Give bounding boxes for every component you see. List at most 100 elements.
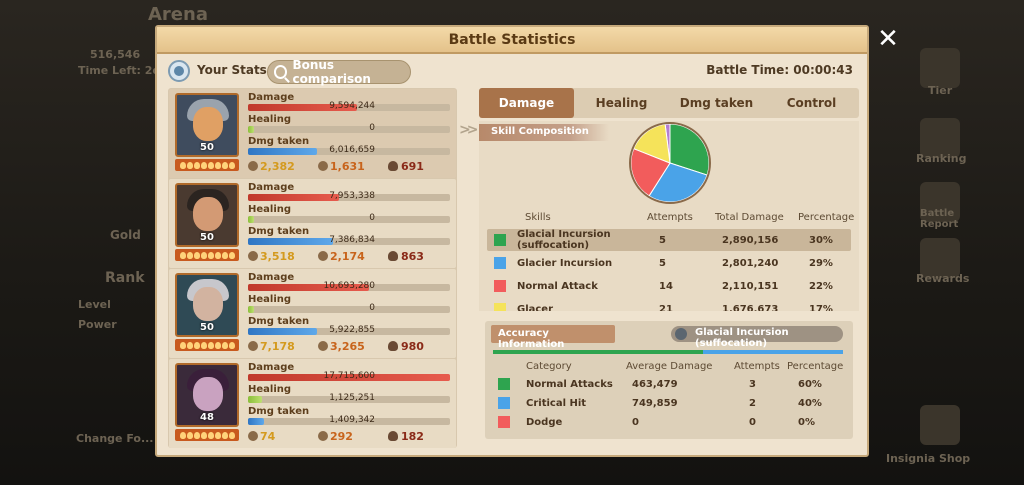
skill-total-damage: 1,676,673	[722, 304, 779, 311]
change-formation-button[interactable]: Change Fo...	[76, 432, 154, 445]
star-icon	[186, 251, 193, 259]
star-icon	[214, 161, 221, 169]
damage-bar-fill	[248, 104, 358, 111]
tab-damage[interactable]: Damage	[479, 88, 574, 118]
hero-portrait[interactable]: 50	[175, 183, 239, 247]
skill-row[interactable]: Glacer 21 1,676,673 17%	[487, 298, 851, 311]
dmg-taken-bar-fill	[248, 238, 333, 245]
category-color-swatch	[498, 416, 510, 428]
damage-stat: Damage 7,953,338	[248, 182, 450, 201]
pie-outline	[629, 122, 711, 204]
accuracy-table-header: Category Average Damage Attempts Percent…	[485, 361, 853, 373]
hero-counts: 74 292 182	[248, 430, 453, 444]
stat-a: 2,382	[248, 160, 295, 173]
hero-star-rank	[175, 249, 239, 261]
skill-composition-label: Skill Composition	[479, 124, 609, 141]
dialog-title-bar: Battle Statistics	[157, 27, 867, 54]
battle-report-icon[interactable]	[920, 182, 960, 222]
healing-label: Healing	[248, 384, 292, 395]
skill-row[interactable]: Normal Attack 14 2,110,151 22%	[487, 275, 851, 297]
skill-total-damage: 2,890,156	[722, 235, 779, 246]
hero-row[interactable]: 50 Damage 10,693,280 Healing 0 Dmg taken…	[169, 269, 456, 358]
hero-portrait[interactable]: 50	[175, 93, 239, 157]
category-attempts: 2	[749, 398, 756, 409]
kills: 863	[388, 250, 424, 263]
tab-healing[interactable]: Healing	[595, 96, 648, 110]
star-icon	[179, 161, 186, 169]
damage-bar: 9,594,244	[248, 101, 450, 111]
damage-bar: 7,953,338	[248, 191, 450, 201]
stat-b: 1,631	[318, 160, 365, 173]
skull-icon	[388, 161, 398, 171]
figure-icon	[248, 341, 258, 351]
hero-stats-list[interactable]: 50 Damage 9,594,244 Healing 0 Dmg taken …	[168, 88, 457, 448]
star-icon	[186, 161, 193, 169]
healing-label: Healing	[248, 204, 292, 215]
your-stats-icon[interactable]	[168, 60, 190, 82]
star-icon	[228, 431, 235, 439]
bonus-comparison-button[interactable]: Bonus comparison	[267, 58, 411, 86]
figure-icon	[318, 161, 328, 171]
ranking-icon[interactable]	[920, 118, 960, 158]
healing-stat: Healing 0	[248, 294, 450, 313]
gold-label: Gold	[110, 228, 141, 242]
hero-row[interactable]: 50 Damage 7,953,338 Healing 0 Dmg taken …	[169, 179, 456, 268]
skill-row[interactable]: Glacial Incursion (suffocation) 5 2,890,…	[487, 229, 851, 251]
accuracy-skill-selector[interactable]: Glacial Incursion (suffocation)	[671, 326, 843, 349]
healing-stat: Healing 0	[248, 114, 450, 133]
healing-bar: 0	[248, 213, 450, 223]
rewards-icon[interactable]	[920, 238, 960, 278]
star-icon	[207, 251, 214, 259]
insignia-shop-icon[interactable]	[920, 405, 960, 445]
skill-name: Glacial Incursion (suffocation)	[517, 229, 611, 251]
hero-portrait[interactable]: 50	[175, 273, 239, 337]
pie-slice	[669, 123, 710, 176]
hero-face	[193, 107, 223, 141]
skill-row[interactable]: Glacier Incursion 5 2,801,240 29%	[487, 252, 851, 274]
skill-name: Normal Attack	[517, 281, 598, 292]
accuracy-row: Normal Attacks 463,479 3 60%	[485, 377, 853, 395]
stat-a: 7,178	[248, 340, 295, 353]
tier-icon[interactable]	[920, 48, 960, 88]
hero-row[interactable]: 50 Damage 9,594,244 Healing 0 Dmg taken …	[169, 89, 456, 178]
power-label: Power	[78, 318, 117, 331]
tab-control[interactable]: Control	[786, 96, 837, 110]
dmg-taken-bar: 6,016,659	[248, 145, 450, 155]
star-icon	[193, 431, 200, 439]
skull-icon	[388, 251, 398, 261]
stat-a: 3,518	[248, 250, 295, 263]
dmg-taken-stat: Dmg taken 7,386,834	[248, 226, 450, 245]
skill-name: Glacier Incursion	[517, 258, 613, 269]
skill-percentage: 30%	[809, 235, 833, 246]
dmg-taken-label: Dmg taken	[248, 136, 310, 147]
healing-bar-fill	[248, 306, 255, 313]
tab-dmg-taken[interactable]: Dmg taken	[679, 96, 754, 110]
category-percentage: 40%	[798, 398, 822, 409]
tier-label: Tier	[928, 84, 953, 97]
dmg-taken-stat: Dmg taken 1,409,342	[248, 406, 450, 425]
hero-row[interactable]: 48 Damage 17,715,600 Healing 1,125,251 D…	[169, 359, 456, 448]
healing-bar-fill	[248, 126, 255, 133]
bonus-comparison-label: Bonus comparison	[292, 58, 371, 86]
dmg-taken-label: Dmg taken	[248, 406, 310, 417]
hero-portrait[interactable]: 48	[175, 363, 239, 427]
damage-label: Damage	[248, 272, 295, 283]
average-damage-value: 749,859	[632, 398, 678, 409]
star-icon	[186, 431, 193, 439]
damage-bar-fill	[248, 194, 339, 201]
skill-attempts: 5	[659, 258, 666, 269]
figure-icon	[248, 161, 258, 171]
category-percentage: 0%	[798, 417, 815, 428]
dialog-subheader: Your Stats Bonus comparison Battle Time:…	[167, 58, 853, 86]
your-stats-label[interactable]: Your Stats	[197, 63, 267, 77]
skills-table-body[interactable]: Glacial Incursion (suffocation) 5 2,890,…	[479, 229, 859, 311]
accuracy-information-label: Accuracy Information	[491, 325, 615, 350]
hero-star-rank	[175, 429, 239, 441]
star-icon	[179, 431, 186, 439]
close-button[interactable]: ✕	[877, 24, 899, 54]
star-icon	[214, 341, 221, 349]
figure-icon	[318, 251, 328, 261]
healing-bar: 1,125,251	[248, 393, 450, 403]
star-icon	[193, 341, 200, 349]
star-icon	[200, 251, 207, 259]
